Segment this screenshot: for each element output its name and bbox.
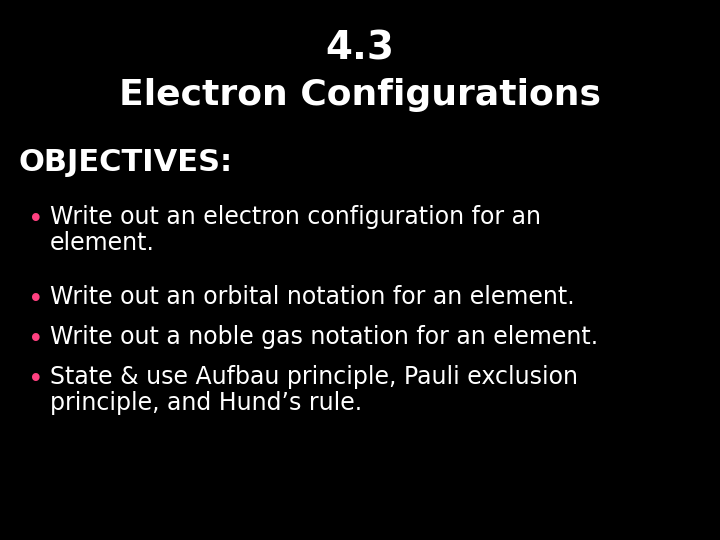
Text: element.: element. bbox=[50, 231, 155, 255]
Text: Write out an electron configuration for an: Write out an electron configuration for … bbox=[50, 205, 541, 229]
Text: Write out a noble gas notation for an element.: Write out a noble gas notation for an el… bbox=[50, 325, 598, 349]
Text: Electron Configurations: Electron Configurations bbox=[119, 78, 601, 112]
Text: 4.3: 4.3 bbox=[325, 30, 395, 68]
Text: •: • bbox=[28, 367, 44, 393]
Text: •: • bbox=[28, 327, 44, 353]
Text: •: • bbox=[28, 287, 44, 313]
Text: •: • bbox=[28, 207, 44, 233]
Text: OBJECTIVES:: OBJECTIVES: bbox=[18, 148, 232, 177]
Text: principle, and Hund’s rule.: principle, and Hund’s rule. bbox=[50, 391, 362, 415]
Text: Write out an orbital notation for an element.: Write out an orbital notation for an ele… bbox=[50, 285, 575, 309]
Text: State & use Aufbau principle, Pauli exclusion: State & use Aufbau principle, Pauli excl… bbox=[50, 365, 578, 389]
